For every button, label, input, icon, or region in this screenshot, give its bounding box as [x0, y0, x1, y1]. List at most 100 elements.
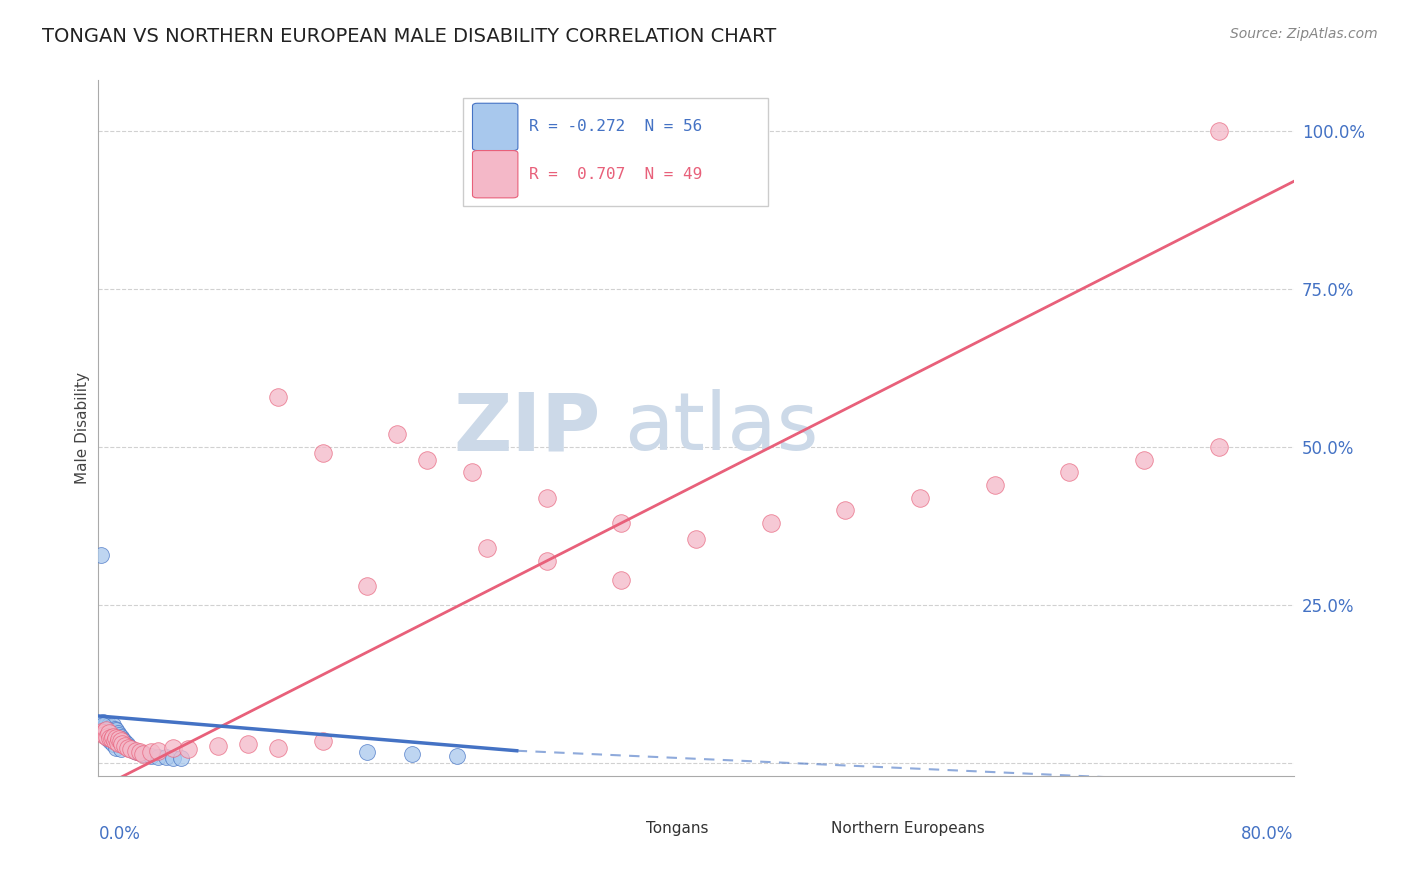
- Point: [117, 739, 139, 753]
- Point: [105, 723, 128, 738]
- Point: [132, 747, 155, 761]
- Point: [93, 724, 115, 739]
- Point: [111, 732, 134, 747]
- Point: [1208, 440, 1230, 454]
- Point: [120, 742, 142, 756]
- FancyBboxPatch shape: [472, 103, 517, 151]
- Point: [311, 734, 333, 748]
- Point: [90, 724, 112, 739]
- Text: atlas: atlas: [624, 389, 818, 467]
- Point: [103, 718, 125, 732]
- Point: [446, 748, 468, 763]
- Point: [129, 745, 152, 759]
- Point: [105, 740, 128, 755]
- Point: [103, 738, 125, 752]
- Text: ZIP: ZIP: [453, 389, 600, 467]
- Text: TONGAN VS NORTHERN EUROPEAN MALE DISABILITY CORRELATION CHART: TONGAN VS NORTHERN EUROPEAN MALE DISABIL…: [42, 27, 776, 45]
- Point: [1133, 452, 1156, 467]
- FancyBboxPatch shape: [780, 808, 824, 848]
- Point: [101, 732, 124, 747]
- Point: [97, 718, 120, 732]
- Point: [101, 728, 124, 742]
- Point: [111, 738, 134, 752]
- Point: [97, 726, 120, 740]
- FancyBboxPatch shape: [596, 808, 638, 848]
- Point: [169, 751, 191, 765]
- Point: [96, 722, 118, 736]
- Point: [132, 747, 155, 761]
- Text: R = -0.272  N = 56: R = -0.272 N = 56: [529, 120, 702, 135]
- Point: [129, 746, 152, 760]
- Point: [908, 491, 931, 505]
- Point: [107, 734, 129, 748]
- Point: [93, 728, 115, 742]
- Y-axis label: Male Disability: Male Disability: [75, 372, 90, 484]
- Point: [110, 742, 132, 756]
- Text: Source: ZipAtlas.com: Source: ZipAtlas.com: [1230, 27, 1378, 41]
- Point: [461, 466, 484, 480]
- Point: [100, 726, 122, 740]
- Point: [610, 516, 633, 530]
- Point: [91, 722, 114, 736]
- Text: 0.0%: 0.0%: [98, 825, 141, 843]
- Point: [103, 724, 125, 739]
- Point: [125, 744, 148, 758]
- Text: Tongans: Tongans: [645, 821, 709, 836]
- Point: [110, 738, 132, 752]
- Point: [207, 739, 229, 753]
- Point: [356, 579, 378, 593]
- Point: [416, 452, 439, 467]
- Point: [104, 734, 127, 748]
- Point: [93, 728, 115, 742]
- Point: [536, 491, 558, 505]
- Point: [97, 723, 120, 738]
- Point: [107, 726, 129, 740]
- Point: [536, 554, 558, 568]
- Point: [356, 745, 378, 759]
- Point: [101, 722, 124, 736]
- Point: [685, 532, 707, 546]
- Point: [103, 730, 125, 744]
- Point: [90, 548, 112, 562]
- Point: [114, 736, 136, 750]
- Point: [94, 717, 117, 731]
- Point: [108, 736, 131, 750]
- Point: [117, 740, 139, 755]
- Point: [1059, 466, 1081, 480]
- Point: [100, 731, 122, 745]
- Point: [236, 738, 259, 752]
- Point: [1208, 124, 1230, 138]
- Point: [162, 751, 184, 765]
- Point: [94, 723, 117, 738]
- FancyBboxPatch shape: [463, 98, 768, 205]
- Point: [96, 728, 118, 742]
- Point: [108, 732, 131, 747]
- Point: [834, 503, 856, 517]
- Point: [311, 446, 333, 460]
- Point: [114, 739, 136, 753]
- Point: [100, 720, 122, 734]
- Point: [91, 726, 114, 740]
- Point: [104, 722, 127, 736]
- Point: [385, 427, 409, 442]
- Point: [108, 728, 131, 742]
- Point: [124, 744, 146, 758]
- Point: [91, 718, 114, 732]
- Point: [93, 720, 115, 734]
- Point: [759, 516, 782, 530]
- Point: [91, 715, 114, 730]
- Point: [120, 742, 142, 756]
- Point: [115, 738, 138, 752]
- Point: [610, 573, 633, 587]
- Point: [110, 734, 132, 748]
- Point: [96, 730, 118, 744]
- FancyBboxPatch shape: [472, 151, 517, 198]
- Point: [148, 750, 170, 764]
- Point: [127, 745, 149, 759]
- Point: [155, 750, 177, 764]
- Text: Northern Europeans: Northern Europeans: [831, 821, 984, 836]
- Point: [267, 390, 290, 404]
- Text: 80.0%: 80.0%: [1241, 825, 1294, 843]
- Point: [103, 731, 125, 745]
- Point: [475, 541, 498, 556]
